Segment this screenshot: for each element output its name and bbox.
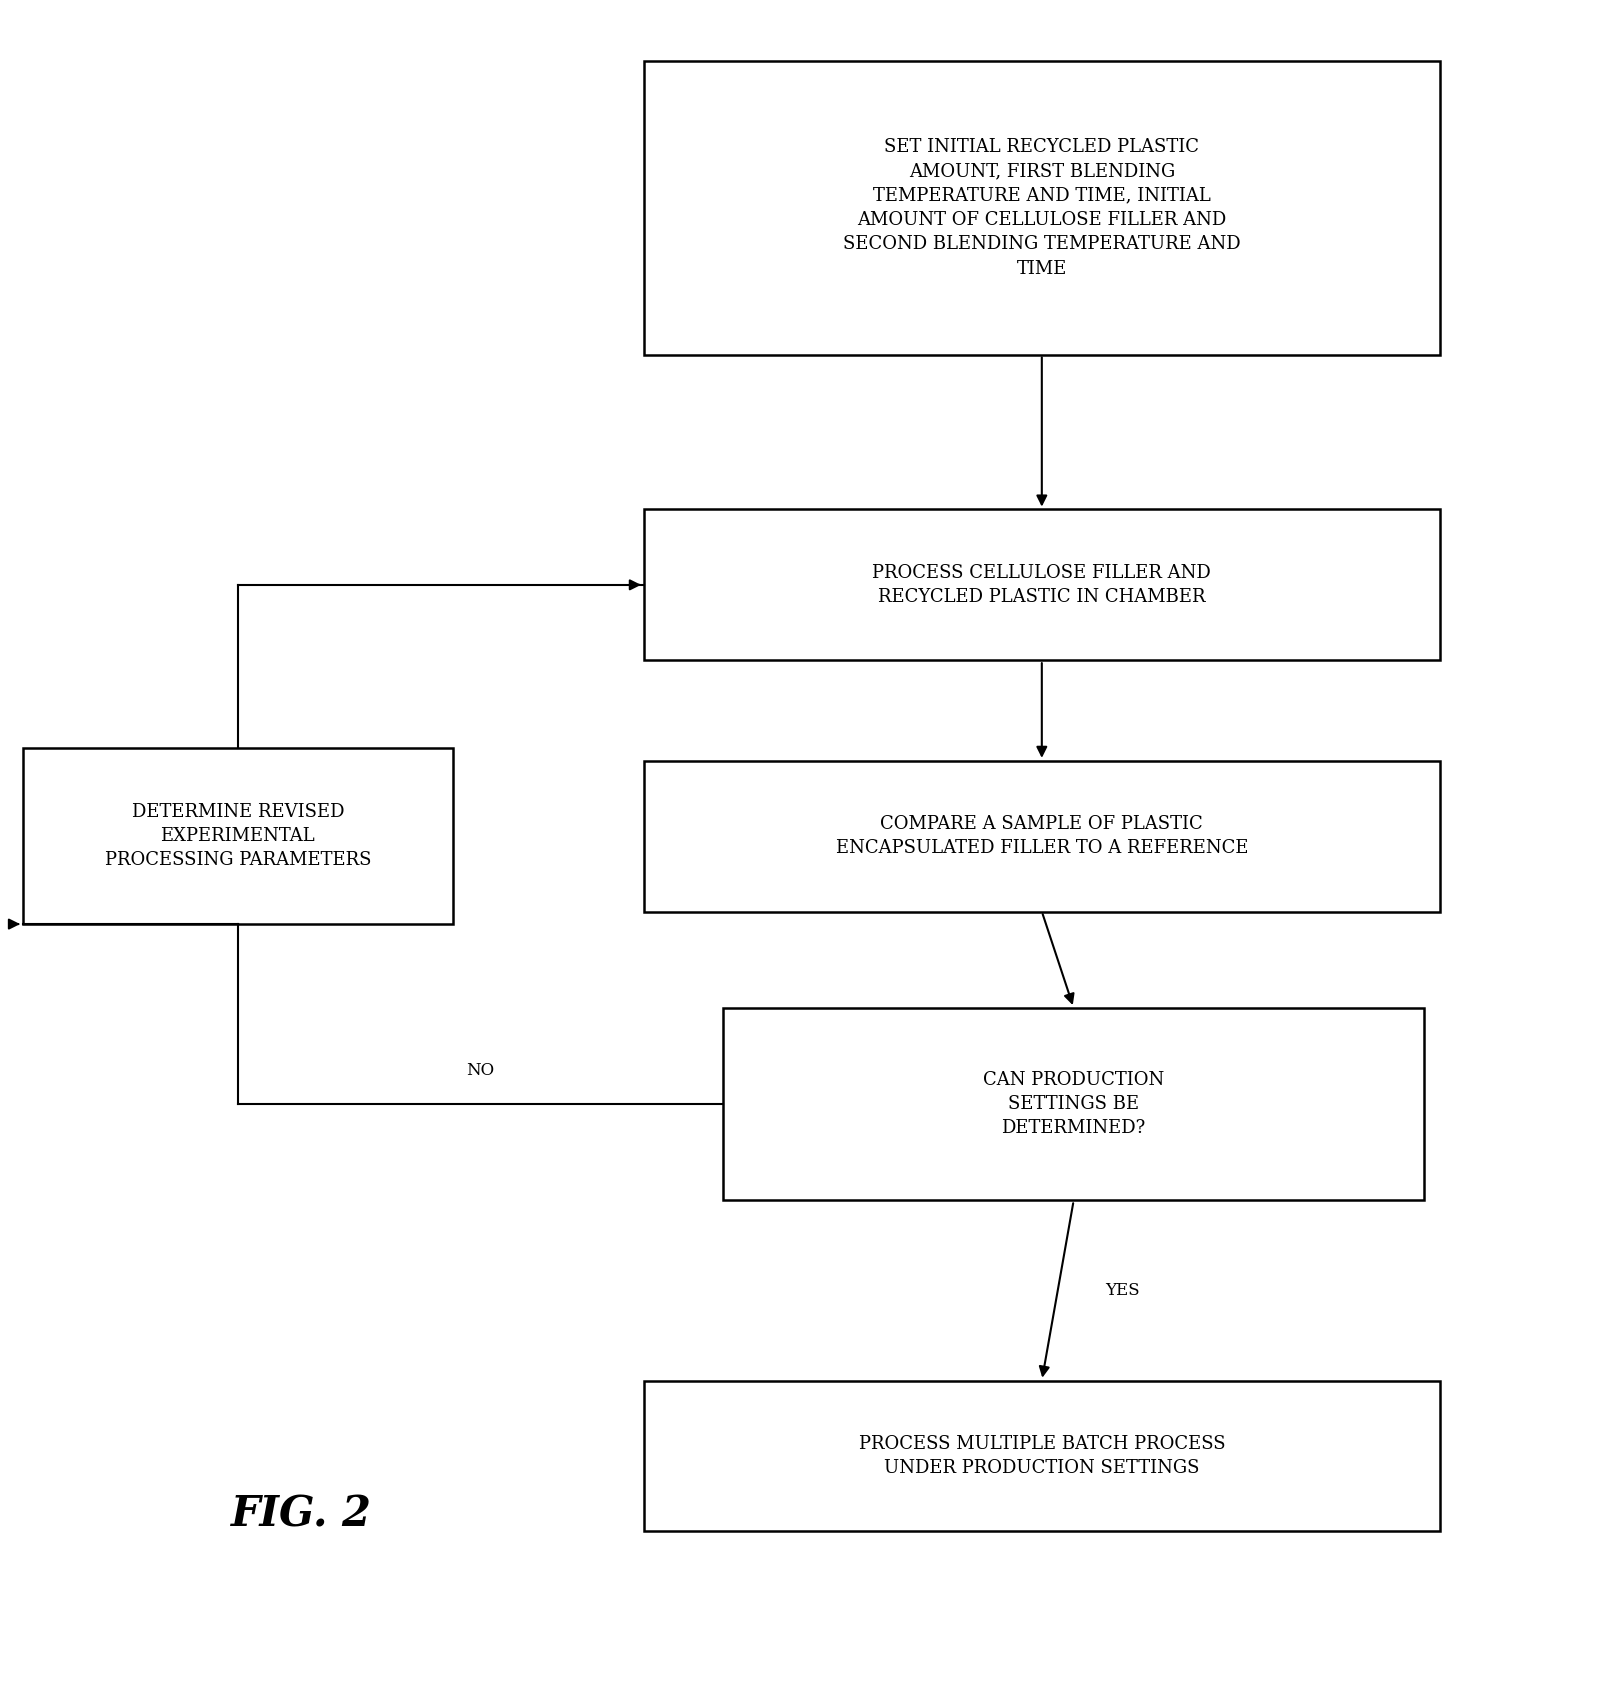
Text: CAN PRODUCTION
SETTINGS BE
DETERMINED?: CAN PRODUCTION SETTINGS BE DETERMINED?	[982, 1071, 1164, 1137]
FancyBboxPatch shape	[644, 760, 1440, 912]
Text: FIG. 2: FIG. 2	[231, 1493, 372, 1535]
Text: YES: YES	[1104, 1282, 1140, 1299]
FancyBboxPatch shape	[22, 748, 453, 924]
FancyBboxPatch shape	[644, 61, 1440, 355]
Text: DETERMINE REVISED
EXPERIMENTAL
PROCESSING PARAMETERS: DETERMINE REVISED EXPERIMENTAL PROCESSIN…	[104, 802, 371, 870]
FancyBboxPatch shape	[722, 1008, 1424, 1201]
FancyBboxPatch shape	[644, 1380, 1440, 1532]
Text: NO: NO	[465, 1062, 494, 1079]
Text: PROCESS CELLULOSE FILLER AND
RECYCLED PLASTIC IN CHAMBER: PROCESS CELLULOSE FILLER AND RECYCLED PL…	[872, 564, 1210, 606]
Text: SET INITIAL RECYCLED PLASTIC
AMOUNT, FIRST BLENDING
TEMPERATURE AND TIME, INITIA: SET INITIAL RECYCLED PLASTIC AMOUNT, FIR…	[843, 138, 1239, 277]
FancyBboxPatch shape	[644, 510, 1440, 660]
Text: PROCESS MULTIPLE BATCH PROCESS
UNDER PRODUCTION SETTINGS: PROCESS MULTIPLE BATCH PROCESS UNDER PRO…	[859, 1434, 1225, 1478]
Text: COMPARE A SAMPLE OF PLASTIC
ENCAPSULATED FILLER TO A REFERENCE: COMPARE A SAMPLE OF PLASTIC ENCAPSULATED…	[835, 816, 1247, 858]
